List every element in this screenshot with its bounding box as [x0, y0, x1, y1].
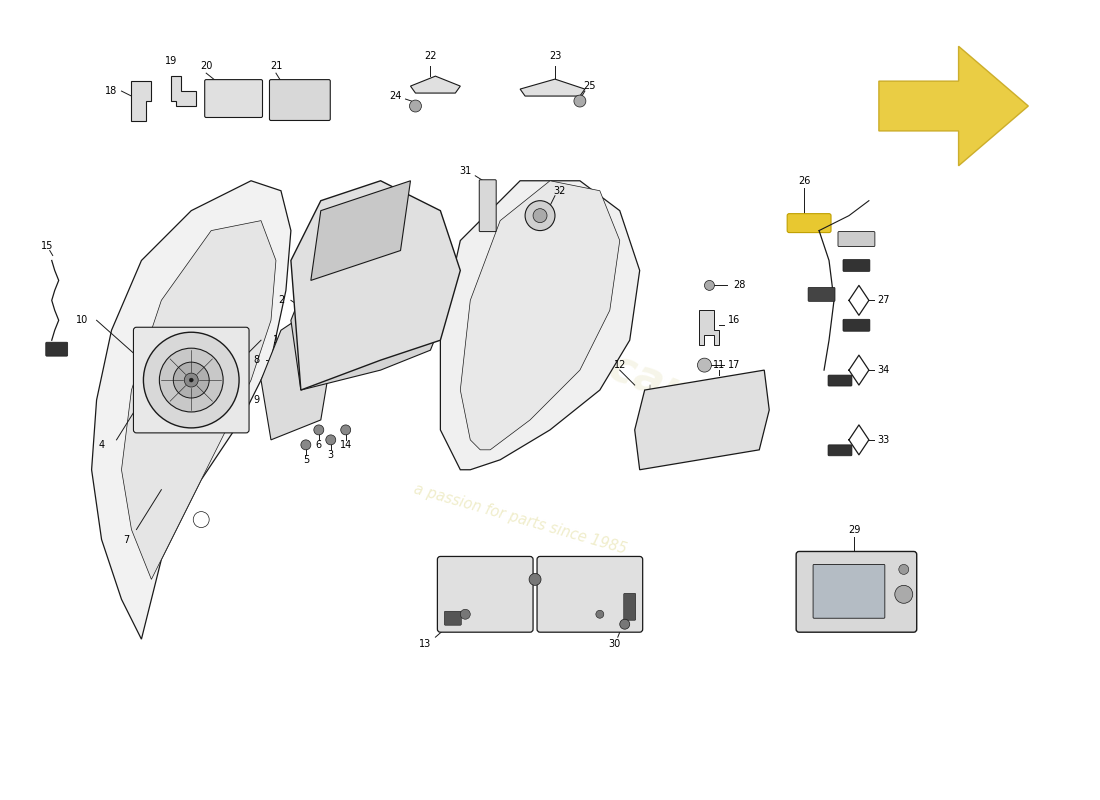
Circle shape: [704, 281, 714, 290]
Text: 10: 10: [76, 315, 88, 326]
Circle shape: [301, 440, 311, 450]
Text: 15: 15: [41, 241, 53, 250]
Text: 21: 21: [270, 61, 282, 71]
FancyBboxPatch shape: [205, 80, 263, 118]
Text: 3: 3: [328, 450, 333, 460]
Polygon shape: [121, 221, 276, 579]
Circle shape: [143, 332, 239, 428]
Polygon shape: [520, 79, 585, 96]
Polygon shape: [91, 181, 290, 639]
Text: 16: 16: [728, 315, 740, 326]
Polygon shape: [311, 181, 410, 281]
FancyBboxPatch shape: [828, 375, 851, 386]
Circle shape: [899, 565, 909, 574]
Circle shape: [529, 574, 541, 586]
Text: 14: 14: [340, 440, 352, 450]
FancyBboxPatch shape: [828, 445, 851, 456]
Text: 22: 22: [425, 51, 437, 61]
Text: 11: 11: [713, 360, 726, 370]
FancyBboxPatch shape: [133, 327, 249, 433]
Polygon shape: [700, 310, 719, 345]
Text: 9: 9: [253, 395, 260, 405]
FancyBboxPatch shape: [537, 557, 642, 632]
Circle shape: [189, 378, 194, 382]
Text: 19: 19: [165, 56, 177, 66]
FancyBboxPatch shape: [788, 214, 831, 233]
Polygon shape: [132, 81, 152, 121]
Circle shape: [894, 586, 913, 603]
Text: eurocares: eurocares: [496, 303, 744, 437]
Text: 25: 25: [584, 81, 596, 91]
FancyBboxPatch shape: [813, 565, 884, 618]
Circle shape: [460, 610, 471, 619]
Text: 31: 31: [459, 166, 472, 176]
Polygon shape: [879, 46, 1028, 166]
FancyBboxPatch shape: [624, 594, 636, 620]
Circle shape: [341, 425, 351, 435]
Text: 28: 28: [734, 280, 746, 290]
Text: 7: 7: [123, 534, 130, 545]
Circle shape: [596, 610, 604, 618]
FancyBboxPatch shape: [843, 259, 870, 271]
Circle shape: [160, 348, 223, 412]
Text: 18: 18: [106, 86, 118, 96]
Polygon shape: [290, 241, 450, 390]
FancyBboxPatch shape: [480, 180, 496, 231]
Circle shape: [409, 100, 421, 112]
Circle shape: [525, 201, 556, 230]
Text: 20: 20: [200, 61, 212, 71]
Polygon shape: [172, 76, 196, 106]
Circle shape: [534, 209, 547, 222]
Polygon shape: [635, 370, 769, 470]
FancyBboxPatch shape: [808, 287, 835, 302]
Circle shape: [574, 95, 586, 107]
FancyBboxPatch shape: [796, 551, 916, 632]
Circle shape: [185, 373, 198, 387]
Text: 8: 8: [253, 355, 260, 365]
FancyBboxPatch shape: [46, 342, 68, 356]
Text: 34: 34: [878, 365, 890, 375]
Text: 27: 27: [878, 295, 890, 306]
FancyBboxPatch shape: [438, 557, 534, 632]
Polygon shape: [410, 76, 460, 93]
Text: 12: 12: [614, 360, 626, 370]
Text: 30: 30: [519, 599, 531, 610]
Text: 32: 32: [553, 186, 566, 196]
Text: 17: 17: [728, 360, 740, 370]
Text: 29: 29: [848, 525, 860, 534]
FancyBboxPatch shape: [843, 319, 870, 331]
Circle shape: [326, 435, 336, 445]
Text: 2: 2: [278, 295, 284, 306]
Circle shape: [697, 358, 712, 372]
Circle shape: [174, 362, 209, 398]
Text: 33: 33: [878, 435, 890, 445]
FancyBboxPatch shape: [838, 231, 875, 246]
Polygon shape: [290, 181, 460, 390]
FancyBboxPatch shape: [270, 80, 330, 121]
Text: 6: 6: [316, 440, 322, 450]
Circle shape: [619, 619, 629, 630]
Text: 24: 24: [389, 91, 402, 101]
Circle shape: [314, 425, 323, 435]
Text: 13: 13: [419, 639, 431, 649]
Text: a passion for parts since 1985: a passion for parts since 1985: [411, 482, 628, 558]
Text: 5: 5: [302, 454, 309, 465]
Text: 1: 1: [273, 335, 279, 346]
Polygon shape: [440, 181, 640, 470]
Polygon shape: [261, 310, 331, 440]
Text: 4: 4: [99, 440, 104, 450]
Text: 26: 26: [798, 176, 811, 186]
FancyBboxPatch shape: [444, 611, 461, 626]
Text: 30: 30: [608, 639, 620, 649]
Polygon shape: [460, 181, 619, 450]
Text: 23: 23: [549, 51, 561, 61]
